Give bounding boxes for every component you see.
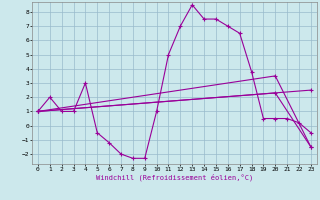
X-axis label: Windchill (Refroidissement éolien,°C): Windchill (Refroidissement éolien,°C) [96,173,253,181]
